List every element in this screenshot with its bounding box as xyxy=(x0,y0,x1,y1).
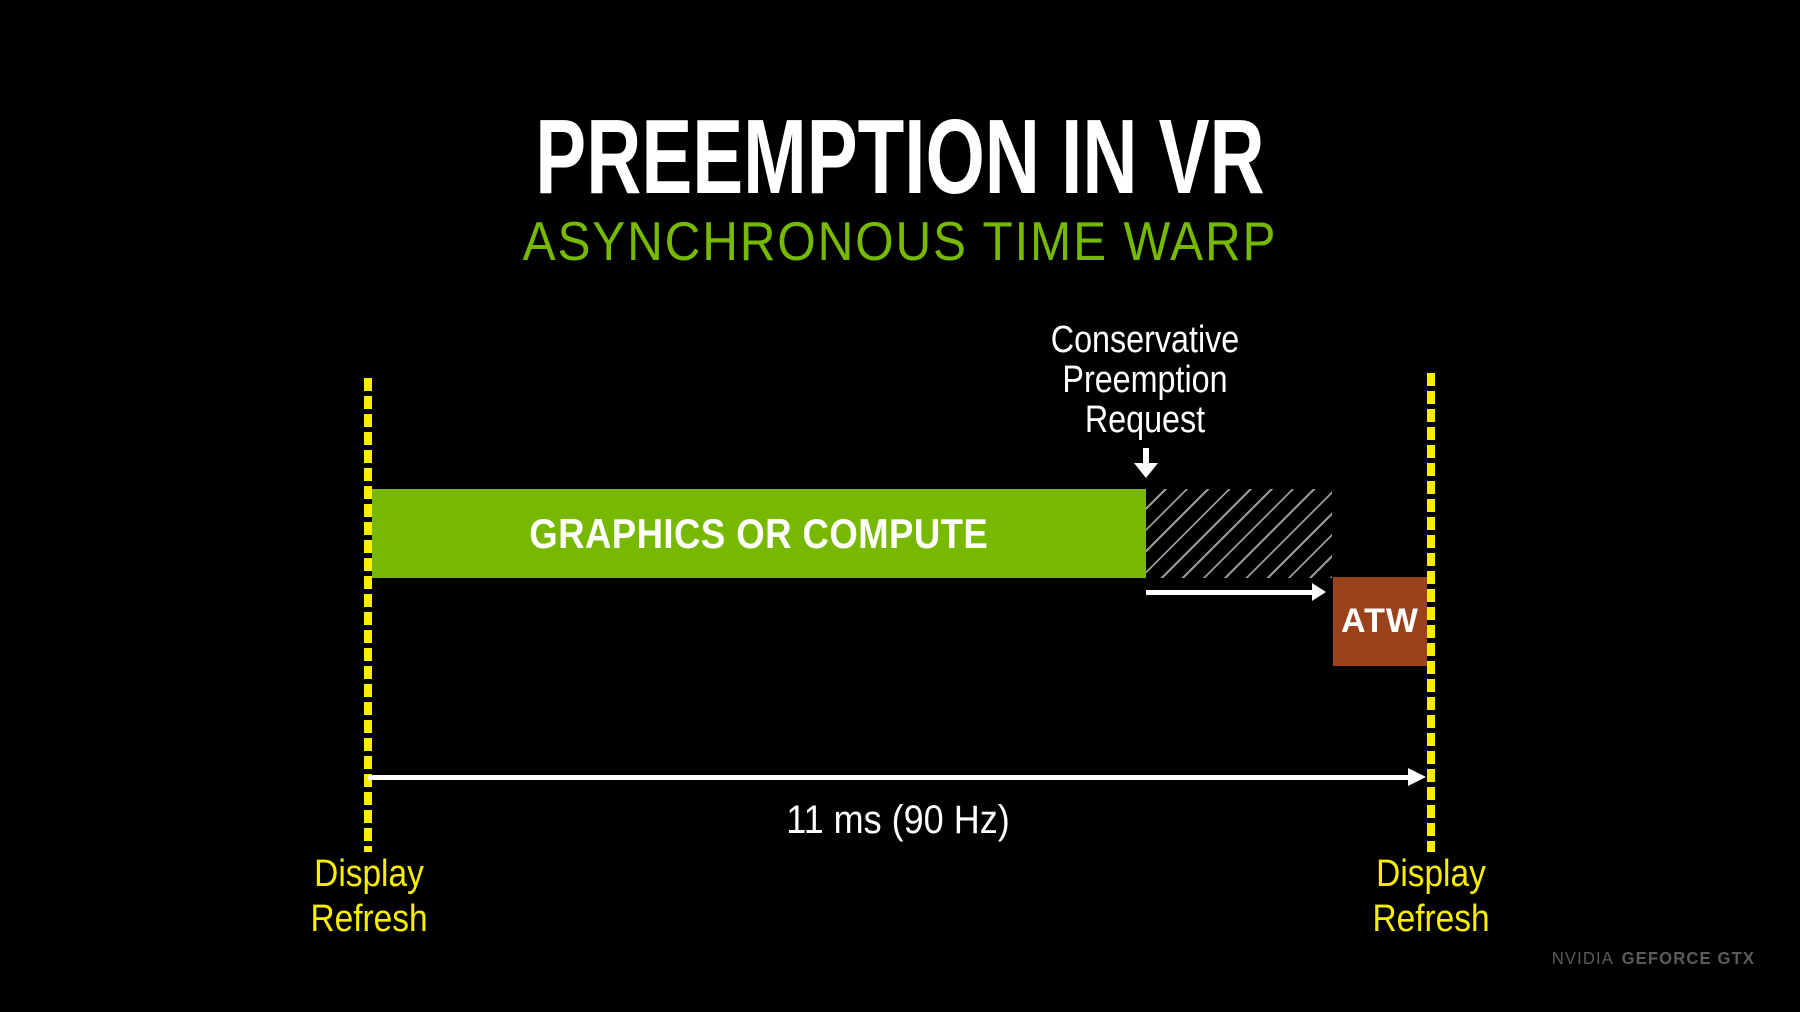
slide-title: PREEMPTION IN VR xyxy=(535,98,1265,216)
right-arrow-icon xyxy=(1146,583,1326,601)
down-arrow-icon xyxy=(1134,448,1158,478)
display-refresh-label-left: Display Refresh xyxy=(310,853,428,940)
timeline-arrow-icon xyxy=(368,768,1426,786)
atw-label: ATW xyxy=(1341,602,1419,640)
slide-subtitle: ASYNCHRONOUS TIME WARP xyxy=(522,210,1278,272)
display-refresh-label-right: Display Refresh xyxy=(1372,853,1490,940)
preempted-time-hatch xyxy=(1146,489,1332,578)
geforce-product-text: GEFORCE GTX xyxy=(1621,948,1755,968)
display-refresh-line-left xyxy=(364,378,372,852)
nvidia-brand-text: NVIDIA xyxy=(1551,948,1614,968)
atw-box: ATW xyxy=(1333,577,1427,666)
nvidia-geforce-logo: NVIDIA GEFORCE GTX xyxy=(1552,948,1755,969)
frame-duration-label: 11 ms (90 Hz) xyxy=(786,798,1010,842)
graphics-compute-label: GRAPHICS OR COMPUTE xyxy=(529,509,989,557)
display-refresh-line-right xyxy=(1427,373,1435,852)
graphics-compute-bar: GRAPHICS OR COMPUTE xyxy=(372,489,1146,578)
preemption-request-label: Conservative Preemption Request xyxy=(1050,319,1240,441)
